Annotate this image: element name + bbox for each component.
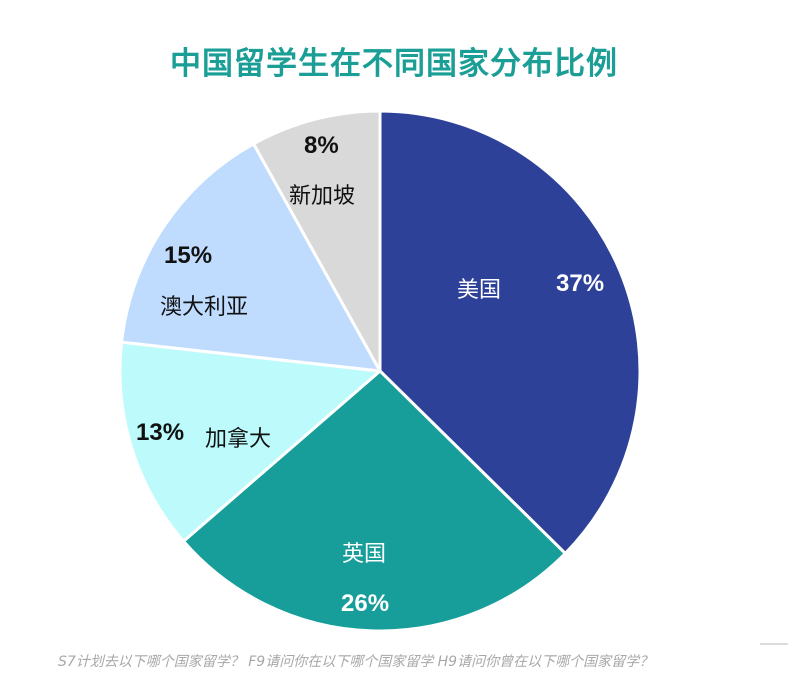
slice-label-uk-pct: 26% [341, 590, 390, 617]
pie-slice-usa [378, 109, 642, 555]
slice-label-canada-name: 加拿大 [205, 427, 272, 452]
slice-label-usa-name: 美国 [457, 278, 502, 303]
pie-slice-uk [182, 369, 567, 633]
pie-slice-australia [120, 142, 382, 373]
footnote: S7计划去以下哪个国家留学？ F9请问你在以下哪个国家留学 H9请问你曾在以下哪… [58, 654, 654, 670]
chart-title: 中国留学生在不同国家分布比例 [170, 46, 618, 82]
divider-line [760, 643, 788, 645]
slice-label-australia-pct: 15% [164, 242, 213, 269]
slice-label-usa-pct: 37% [556, 270, 605, 297]
pie-slice-singapore [252, 109, 382, 373]
slice-label-uk-name: 英国 [342, 542, 387, 567]
slice-label-australia-name: 澳大利亚 [160, 295, 249, 320]
slice-label-singapore-name: 新加坡 [289, 184, 356, 209]
slice-label-singapore-pct: 8% [304, 132, 339, 159]
slice-label-canada-pct: 13% [136, 419, 185, 446]
pie-slice-canada [118, 340, 382, 543]
